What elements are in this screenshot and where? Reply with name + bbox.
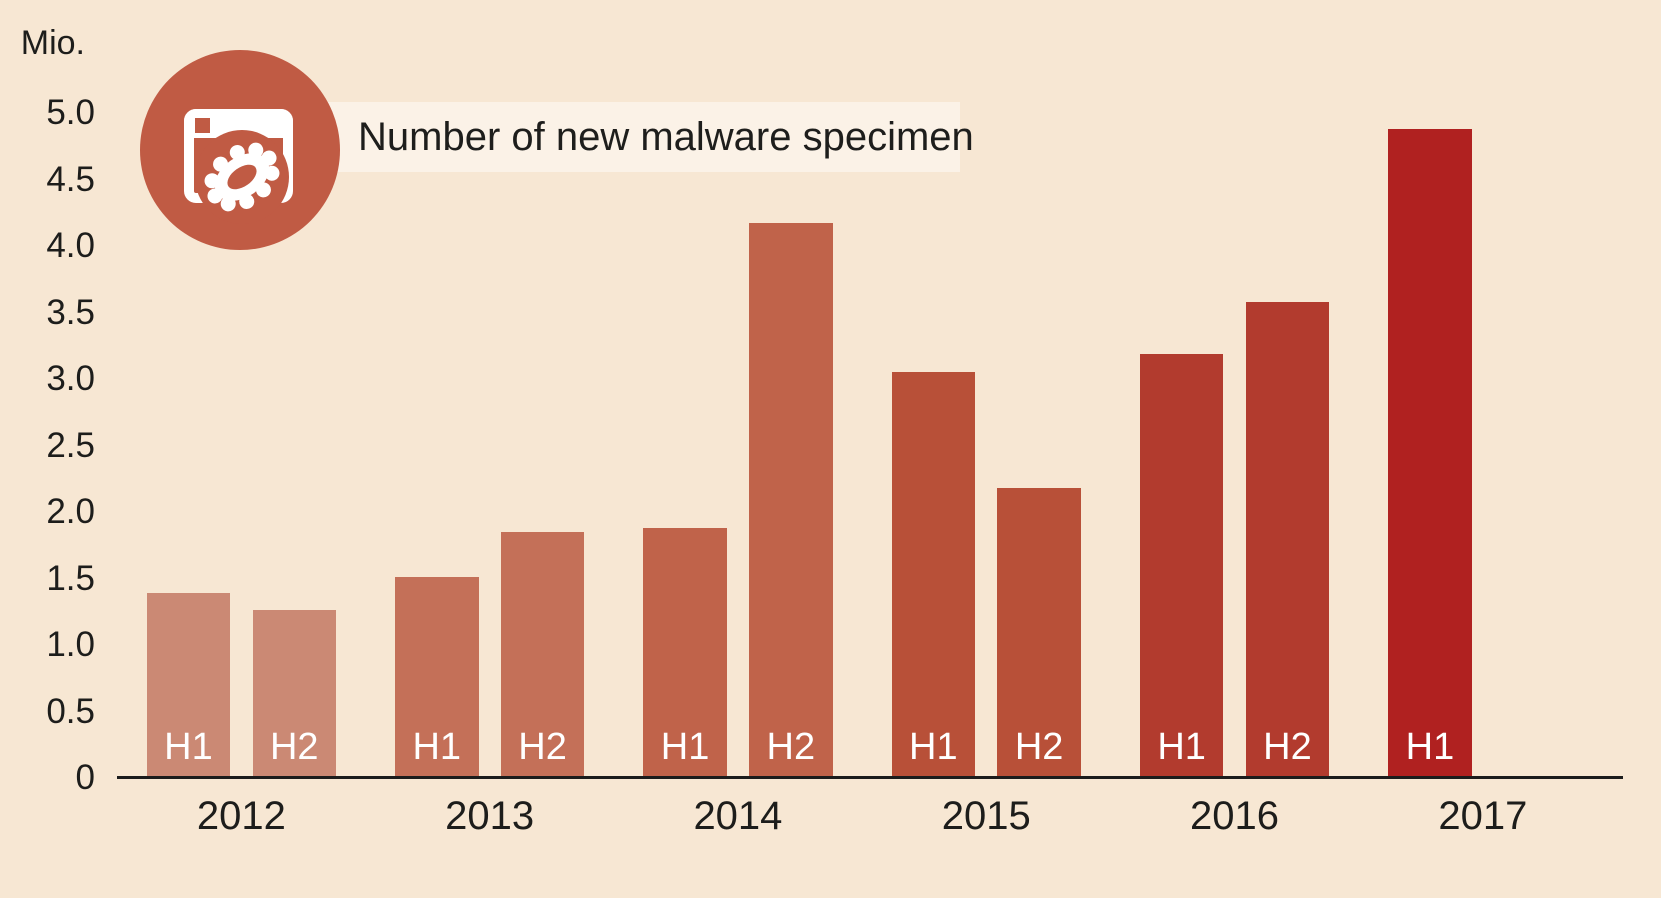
y-tick-label-0.5: 0.5	[46, 691, 95, 731]
bar-label-2017-H1: H1	[1405, 725, 1455, 768]
bar-2012-H1: H1	[146, 593, 231, 778]
bar-label-2014-H1: H1	[660, 725, 710, 768]
x-tick-label-2014: 2014	[693, 794, 783, 838]
bar-2015-H2: H2	[997, 488, 1081, 778]
malware-window-icon	[140, 50, 340, 250]
x-tick-label-2017: 2017	[1438, 794, 1528, 838]
bar-2012-H2: H2	[252, 610, 336, 778]
title-band: Number of new malware specimen	[240, 102, 974, 172]
bar-label-2013-H2: H2	[518, 725, 567, 768]
bar-2013-H1: H1	[395, 577, 479, 778]
y-tick-label-2.0: 2.0	[46, 492, 95, 531]
bar-label-2016-H2: H2	[1263, 725, 1312, 768]
bar-label-2012-H2: H2	[269, 725, 319, 768]
bar-label-2014-H2: H2	[766, 725, 816, 768]
x-tick-label-2012: 2012	[196, 794, 286, 838]
bar-2013-H2: H2	[500, 531, 585, 778]
y-tick-label-1.0: 1.0	[46, 625, 95, 664]
bar-2016-H2: H2	[1245, 301, 1330, 778]
y-tick-label-2.5: 2.5	[46, 425, 95, 465]
y-axis-unit-label: Mio.	[20, 24, 85, 62]
bar-label-2013-H1: H1	[412, 725, 462, 768]
bar-2016-H1: H1	[1139, 353, 1224, 778]
y-tick-label-0: 0	[75, 758, 95, 797]
y-tick-label-4.5: 4.5	[46, 159, 95, 199]
bar-label-2015-H2: H2	[1014, 725, 1064, 768]
bar-2015-H1: H1	[891, 372, 976, 778]
x-tick-label-2013: 2013	[445, 794, 535, 838]
x-tick-label-2016: 2016	[1190, 794, 1280, 838]
chart-title: Number of new malware specimen	[358, 114, 974, 159]
y-tick-label-4.0: 4.0	[46, 226, 95, 265]
bar-2014-H2: H2	[749, 223, 833, 778]
y-tick-label-1.5: 1.5	[46, 558, 95, 598]
x-axis-line	[117, 776, 1623, 779]
y-tick-label-5.0: 5.0	[46, 93, 95, 132]
bar-label-2016-H1: H1	[1157, 725, 1206, 768]
bar-2014-H1: H1	[643, 527, 727, 778]
y-tick-label-3.0: 3.0	[46, 359, 95, 398]
y-tick-label-3.5: 3.5	[46, 292, 95, 332]
bar-label-2012-H1: H1	[164, 725, 213, 768]
bar-2017-H1: H1	[1388, 128, 1472, 778]
x-tick-label-2015: 2015	[941, 794, 1031, 838]
bar-label-2015-H1: H1	[909, 725, 958, 768]
